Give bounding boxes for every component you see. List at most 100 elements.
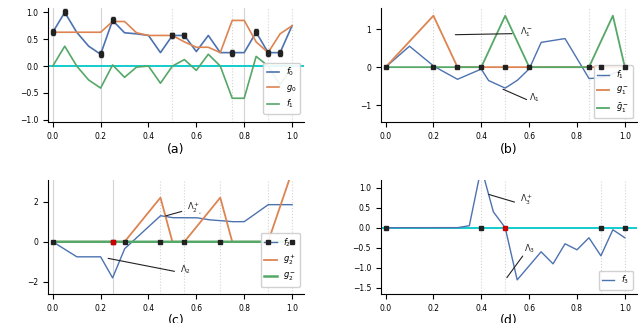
$f_3$ bbox=[477, 166, 485, 170]
$g_1^-$ bbox=[403, 42, 411, 46]
$g_0$ bbox=[193, 45, 200, 49]
$f_1$ bbox=[252, 55, 260, 58]
$f_1$ bbox=[470, 70, 478, 74]
$g_1^-$ bbox=[395, 51, 403, 55]
Line: $f_1$: $f_1$ bbox=[385, 38, 625, 88]
$\bar{g}_1^-$ bbox=[470, 65, 478, 69]
$f_1$ bbox=[276, 83, 284, 87]
Text: $\Lambda_2$: $\Lambda_2$ bbox=[180, 264, 191, 276]
$f_1$ bbox=[97, 86, 104, 90]
$f_2$ bbox=[193, 216, 200, 220]
$f_1$ bbox=[403, 47, 411, 50]
Line: $f_2$: $f_2$ bbox=[52, 205, 292, 278]
$g_0$ bbox=[85, 30, 93, 34]
$\bar{g}_1^-$ bbox=[579, 65, 586, 69]
Text: $\Lambda_2^+$: $\Lambda_2^+$ bbox=[187, 201, 200, 215]
$g_1^-$ bbox=[621, 65, 628, 69]
$g_0$ bbox=[216, 51, 224, 55]
$g_2^-$ bbox=[138, 240, 145, 244]
Text: $\Lambda_1^-$: $\Lambda_1^-$ bbox=[520, 26, 533, 39]
$f_0$ bbox=[61, 10, 68, 14]
$f_0$ bbox=[157, 51, 164, 55]
Text: $\Lambda_1$: $\Lambda_1$ bbox=[529, 92, 540, 104]
$f_1$ bbox=[109, 63, 116, 67]
$f_1$ bbox=[73, 64, 81, 68]
$f_0$ bbox=[109, 18, 116, 22]
$f_2$ bbox=[246, 216, 253, 220]
$g_2^-$ bbox=[193, 240, 200, 244]
$f_1$ bbox=[501, 86, 509, 90]
$f_0$ bbox=[276, 51, 284, 55]
Text: $\Lambda_3$: $\Lambda_3$ bbox=[524, 243, 536, 255]
$f_1$ bbox=[228, 96, 236, 100]
$f_0$ bbox=[241, 51, 248, 55]
$g_0$ bbox=[276, 32, 284, 36]
$g_0$ bbox=[121, 20, 129, 24]
$g_0$ bbox=[288, 24, 296, 28]
$f_1$ bbox=[241, 96, 248, 100]
Line: $g_2^+$: $g_2^+$ bbox=[52, 172, 292, 242]
$f_1$ bbox=[193, 68, 200, 72]
$g_2^+$ bbox=[62, 240, 70, 244]
$g_1^-$ bbox=[579, 65, 586, 69]
$f_1$ bbox=[204, 52, 212, 56]
$f_0$ bbox=[252, 30, 260, 34]
$f_3$ bbox=[579, 242, 587, 246]
$g_2^+$ bbox=[193, 225, 200, 229]
$g_2^+$ bbox=[49, 240, 56, 244]
X-axis label: (b): (b) bbox=[500, 142, 518, 156]
$f_2$ bbox=[49, 240, 56, 244]
$g_0$ bbox=[132, 31, 140, 35]
$g_2^+$ bbox=[138, 219, 145, 223]
$f_2$ bbox=[54, 243, 62, 247]
$g_1^-$ bbox=[471, 65, 479, 69]
$f_0$ bbox=[132, 32, 140, 36]
$\bar{g}_1^-$ bbox=[387, 65, 395, 69]
$f_0$ bbox=[168, 34, 176, 37]
$f_0$ bbox=[85, 44, 93, 48]
Line: $f_3$: $f_3$ bbox=[385, 168, 625, 280]
$f_1$ bbox=[561, 36, 569, 40]
Legend: $f_1$, $g_1^-$, $\bar{g}_1^-$: $f_1$, $g_1^-$, $\bar{g}_1^-$ bbox=[594, 65, 632, 118]
$f_1$ bbox=[157, 81, 164, 85]
$f_0$ bbox=[228, 51, 236, 55]
$\bar{g}_1^-$ bbox=[395, 65, 403, 69]
$f_0$ bbox=[193, 50, 200, 54]
$\bar{g}_1^-$ bbox=[501, 14, 509, 18]
$g_2^-$ bbox=[54, 240, 62, 244]
$f_3$ bbox=[381, 226, 389, 230]
$f_1$ bbox=[216, 64, 224, 68]
$g_0$ bbox=[157, 34, 164, 37]
$f_2$ bbox=[288, 203, 296, 207]
$g_0$ bbox=[241, 18, 248, 22]
$f_1$ bbox=[381, 65, 389, 69]
$g_2^-$ bbox=[62, 240, 70, 244]
$g_1^-$ bbox=[381, 65, 389, 69]
$\bar{g}_1^-$ bbox=[621, 65, 628, 69]
$f_2$ bbox=[70, 253, 78, 257]
Line: $g_0$: $g_0$ bbox=[52, 20, 292, 53]
$f_0$ bbox=[121, 31, 129, 35]
$f_0$ bbox=[145, 34, 152, 37]
$f_1$ bbox=[85, 78, 93, 82]
$g_1^-$ bbox=[429, 14, 437, 18]
$g_2^-$ bbox=[246, 240, 253, 244]
$g_0$ bbox=[228, 18, 236, 22]
$f_3$ bbox=[387, 226, 395, 230]
$f_2$ bbox=[264, 203, 272, 207]
$g_1^-$ bbox=[387, 59, 395, 63]
$g_2^+$ bbox=[246, 240, 253, 244]
$f_1$ bbox=[621, 67, 628, 71]
Line: $g_1^-$: $g_1^-$ bbox=[385, 16, 625, 67]
$g_0$ bbox=[145, 34, 152, 37]
$f_3$ bbox=[621, 236, 628, 240]
$f_3$ bbox=[513, 278, 521, 282]
$f_0$ bbox=[216, 51, 224, 55]
$f_1$ bbox=[395, 54, 403, 58]
Legend: $f_3$: $f_3$ bbox=[598, 271, 632, 290]
$g_0$ bbox=[61, 30, 68, 34]
$g_0$ bbox=[264, 51, 272, 55]
$f_1$ bbox=[132, 65, 140, 69]
$f_3$ bbox=[403, 226, 411, 230]
Line: $f_1$: $f_1$ bbox=[52, 46, 292, 98]
